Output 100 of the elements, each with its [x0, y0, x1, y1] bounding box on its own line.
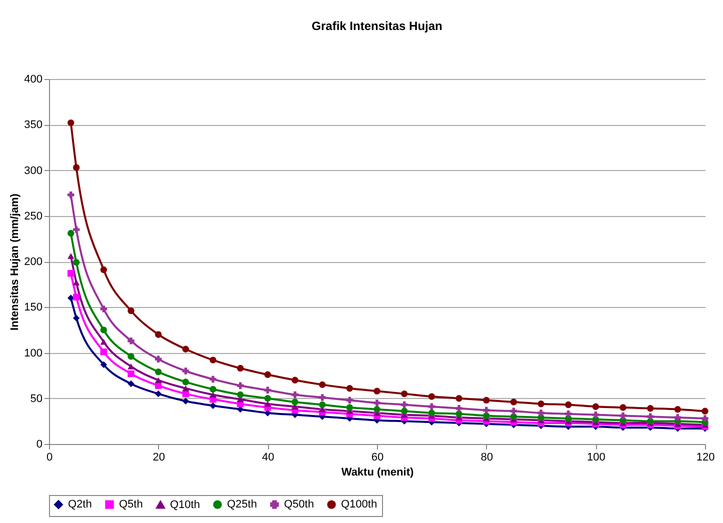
point	[128, 380, 134, 388]
point	[264, 395, 272, 402]
point	[128, 364, 134, 370]
point	[346, 396, 354, 404]
point	[182, 346, 190, 352]
point	[68, 230, 74, 237]
point	[400, 401, 408, 408]
point	[210, 386, 216, 393]
point	[210, 376, 216, 383]
point	[236, 382, 244, 389]
point	[100, 338, 108, 345]
point	[620, 404, 626, 411]
point	[154, 390, 162, 398]
point	[100, 326, 108, 334]
y-tick-label: 150	[24, 302, 42, 314]
y-tick-label: 350	[24, 119, 42, 132]
x-tick-label: 20	[152, 452, 165, 464]
point	[100, 361, 108, 368]
point	[236, 364, 244, 372]
y-tick-label: 300	[24, 164, 42, 177]
point	[318, 394, 326, 401]
point	[128, 307, 134, 314]
point	[482, 406, 490, 414]
point	[456, 405, 462, 412]
legend-label: Q50th	[284, 498, 314, 511]
x-tick-label: 40	[262, 452, 274, 464]
point	[374, 400, 380, 406]
point	[68, 253, 74, 259]
point	[318, 381, 326, 388]
y-tick-label: 250	[24, 210, 42, 222]
x-tick-label: 80	[480, 452, 493, 464]
y-axis-title: Intensitas Hujan (mm/jam)	[9, 193, 22, 330]
point	[72, 294, 80, 300]
point	[400, 390, 408, 398]
point	[68, 119, 74, 126]
point	[210, 392, 216, 398]
point	[182, 398, 190, 404]
point	[428, 410, 436, 416]
point	[428, 403, 436, 410]
point	[128, 353, 134, 360]
x-axis-title: Waktu (menit)	[341, 466, 414, 478]
point	[374, 406, 380, 413]
point	[236, 391, 244, 398]
point	[538, 400, 544, 408]
point	[482, 412, 490, 420]
point	[100, 266, 108, 274]
legend-label: Q5th	[119, 498, 143, 511]
point	[346, 404, 354, 411]
point	[72, 164, 80, 171]
point	[72, 259, 80, 266]
point	[374, 388, 380, 394]
x-tick-label: 60	[371, 452, 384, 464]
point	[702, 408, 708, 414]
legend-label: Q25th	[227, 498, 257, 511]
point	[620, 412, 626, 420]
point	[72, 280, 80, 286]
x-tick-label: 100	[586, 452, 606, 464]
point	[182, 378, 190, 386]
point	[154, 331, 162, 338]
point	[128, 370, 134, 378]
point	[400, 408, 408, 414]
chart-title: Grafik Intensitas Hujan	[312, 19, 442, 33]
point	[264, 400, 272, 407]
point	[68, 192, 74, 198]
point	[318, 401, 326, 408]
point	[510, 408, 518, 415]
x-tick-label: 120	[696, 452, 715, 464]
point	[674, 406, 682, 413]
y-tick-label: 400	[24, 74, 42, 86]
point	[292, 391, 298, 398]
point	[264, 371, 272, 378]
y-tick-label: 0	[36, 438, 42, 450]
point	[68, 270, 74, 277]
point	[592, 403, 600, 410]
point	[564, 410, 572, 418]
point	[100, 348, 108, 356]
point	[510, 398, 518, 406]
point	[100, 306, 108, 312]
point	[646, 413, 654, 420]
point	[292, 376, 298, 384]
point	[702, 415, 708, 422]
point	[538, 410, 544, 416]
point	[482, 396, 490, 404]
legend-label: Q10th	[170, 498, 200, 511]
point	[72, 226, 80, 233]
point	[154, 356, 162, 362]
point	[72, 314, 80, 322]
point	[264, 410, 272, 416]
point	[292, 398, 298, 406]
x-tick-label: 0	[46, 452, 53, 464]
y-tick-label: 100	[24, 347, 42, 360]
point	[182, 368, 190, 374]
y-tick-label: 200	[24, 256, 42, 268]
point	[510, 413, 518, 420]
point	[210, 402, 216, 410]
point	[154, 368, 162, 376]
point	[674, 414, 682, 421]
point	[346, 384, 354, 392]
point	[564, 401, 572, 408]
point	[264, 386, 272, 394]
